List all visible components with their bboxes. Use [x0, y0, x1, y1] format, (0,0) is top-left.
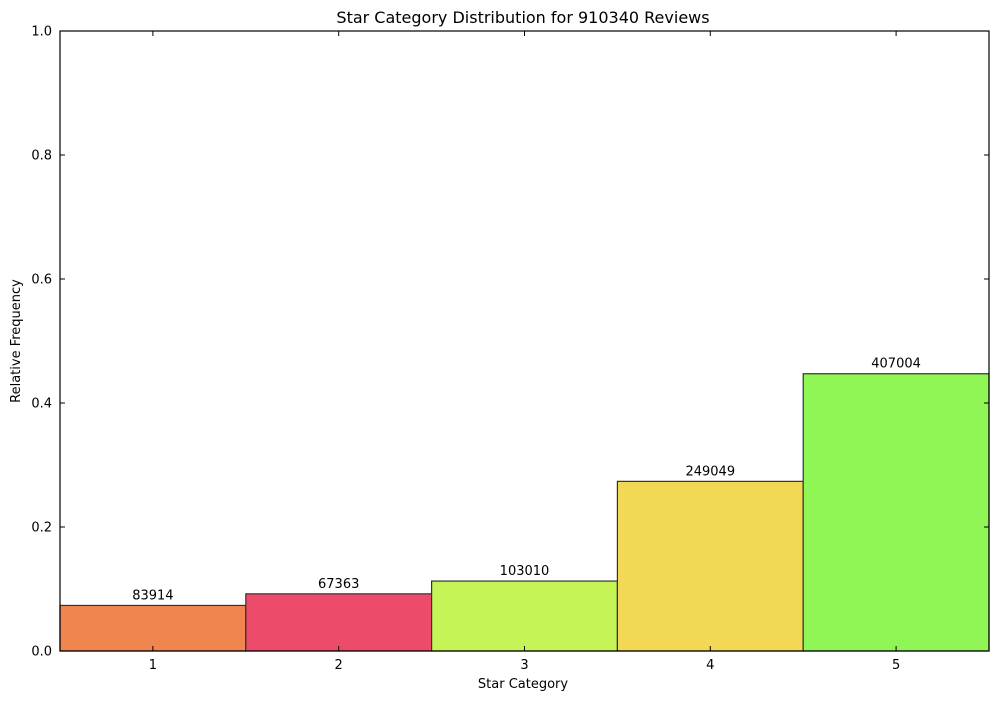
chart-title: Star Category Distribution for 910340 Re… — [336, 8, 709, 27]
bar-2 — [245, 593, 433, 652]
y-axis-label: Relative Frequency — [9, 279, 24, 403]
x-tick-label-4: 4 — [706, 658, 714, 673]
y-tick-label: 0.0 — [31, 645, 52, 660]
data-label-4: 249049 — [685, 464, 735, 479]
y-tick-label: 0.8 — [31, 149, 52, 164]
y-tick-label: 0.2 — [31, 521, 52, 536]
bar-5 — [802, 373, 990, 652]
data-label-2: 67363 — [318, 577, 359, 592]
y-tick-label: 1.0 — [31, 25, 52, 40]
data-label-3: 103010 — [500, 564, 550, 579]
y-tick-label: 0.6 — [31, 273, 52, 288]
bar-3 — [431, 580, 619, 652]
x-tick-label-5: 5 — [892, 658, 900, 673]
x-axis-label: Star Category — [478, 677, 568, 692]
x-tick-label-2: 2 — [335, 658, 343, 673]
x-tick-label-3: 3 — [520, 658, 528, 673]
plot-frame — [59, 30, 990, 652]
bars-layer: 83914 67363 103010 249049 407004 — [59, 357, 990, 652]
data-label-1: 83914 — [132, 588, 173, 603]
y-tick-label: 0.4 — [31, 397, 52, 412]
data-label-5: 407004 — [871, 357, 921, 372]
x-tick-label-1: 1 — [149, 658, 157, 673]
bar-1 — [59, 604, 247, 652]
ticks-layer: 1 2 3 4 5 0.0 0.2 0.4 0.6 0.8 1.0 — [31, 25, 989, 673]
bar-4 — [616, 480, 804, 652]
